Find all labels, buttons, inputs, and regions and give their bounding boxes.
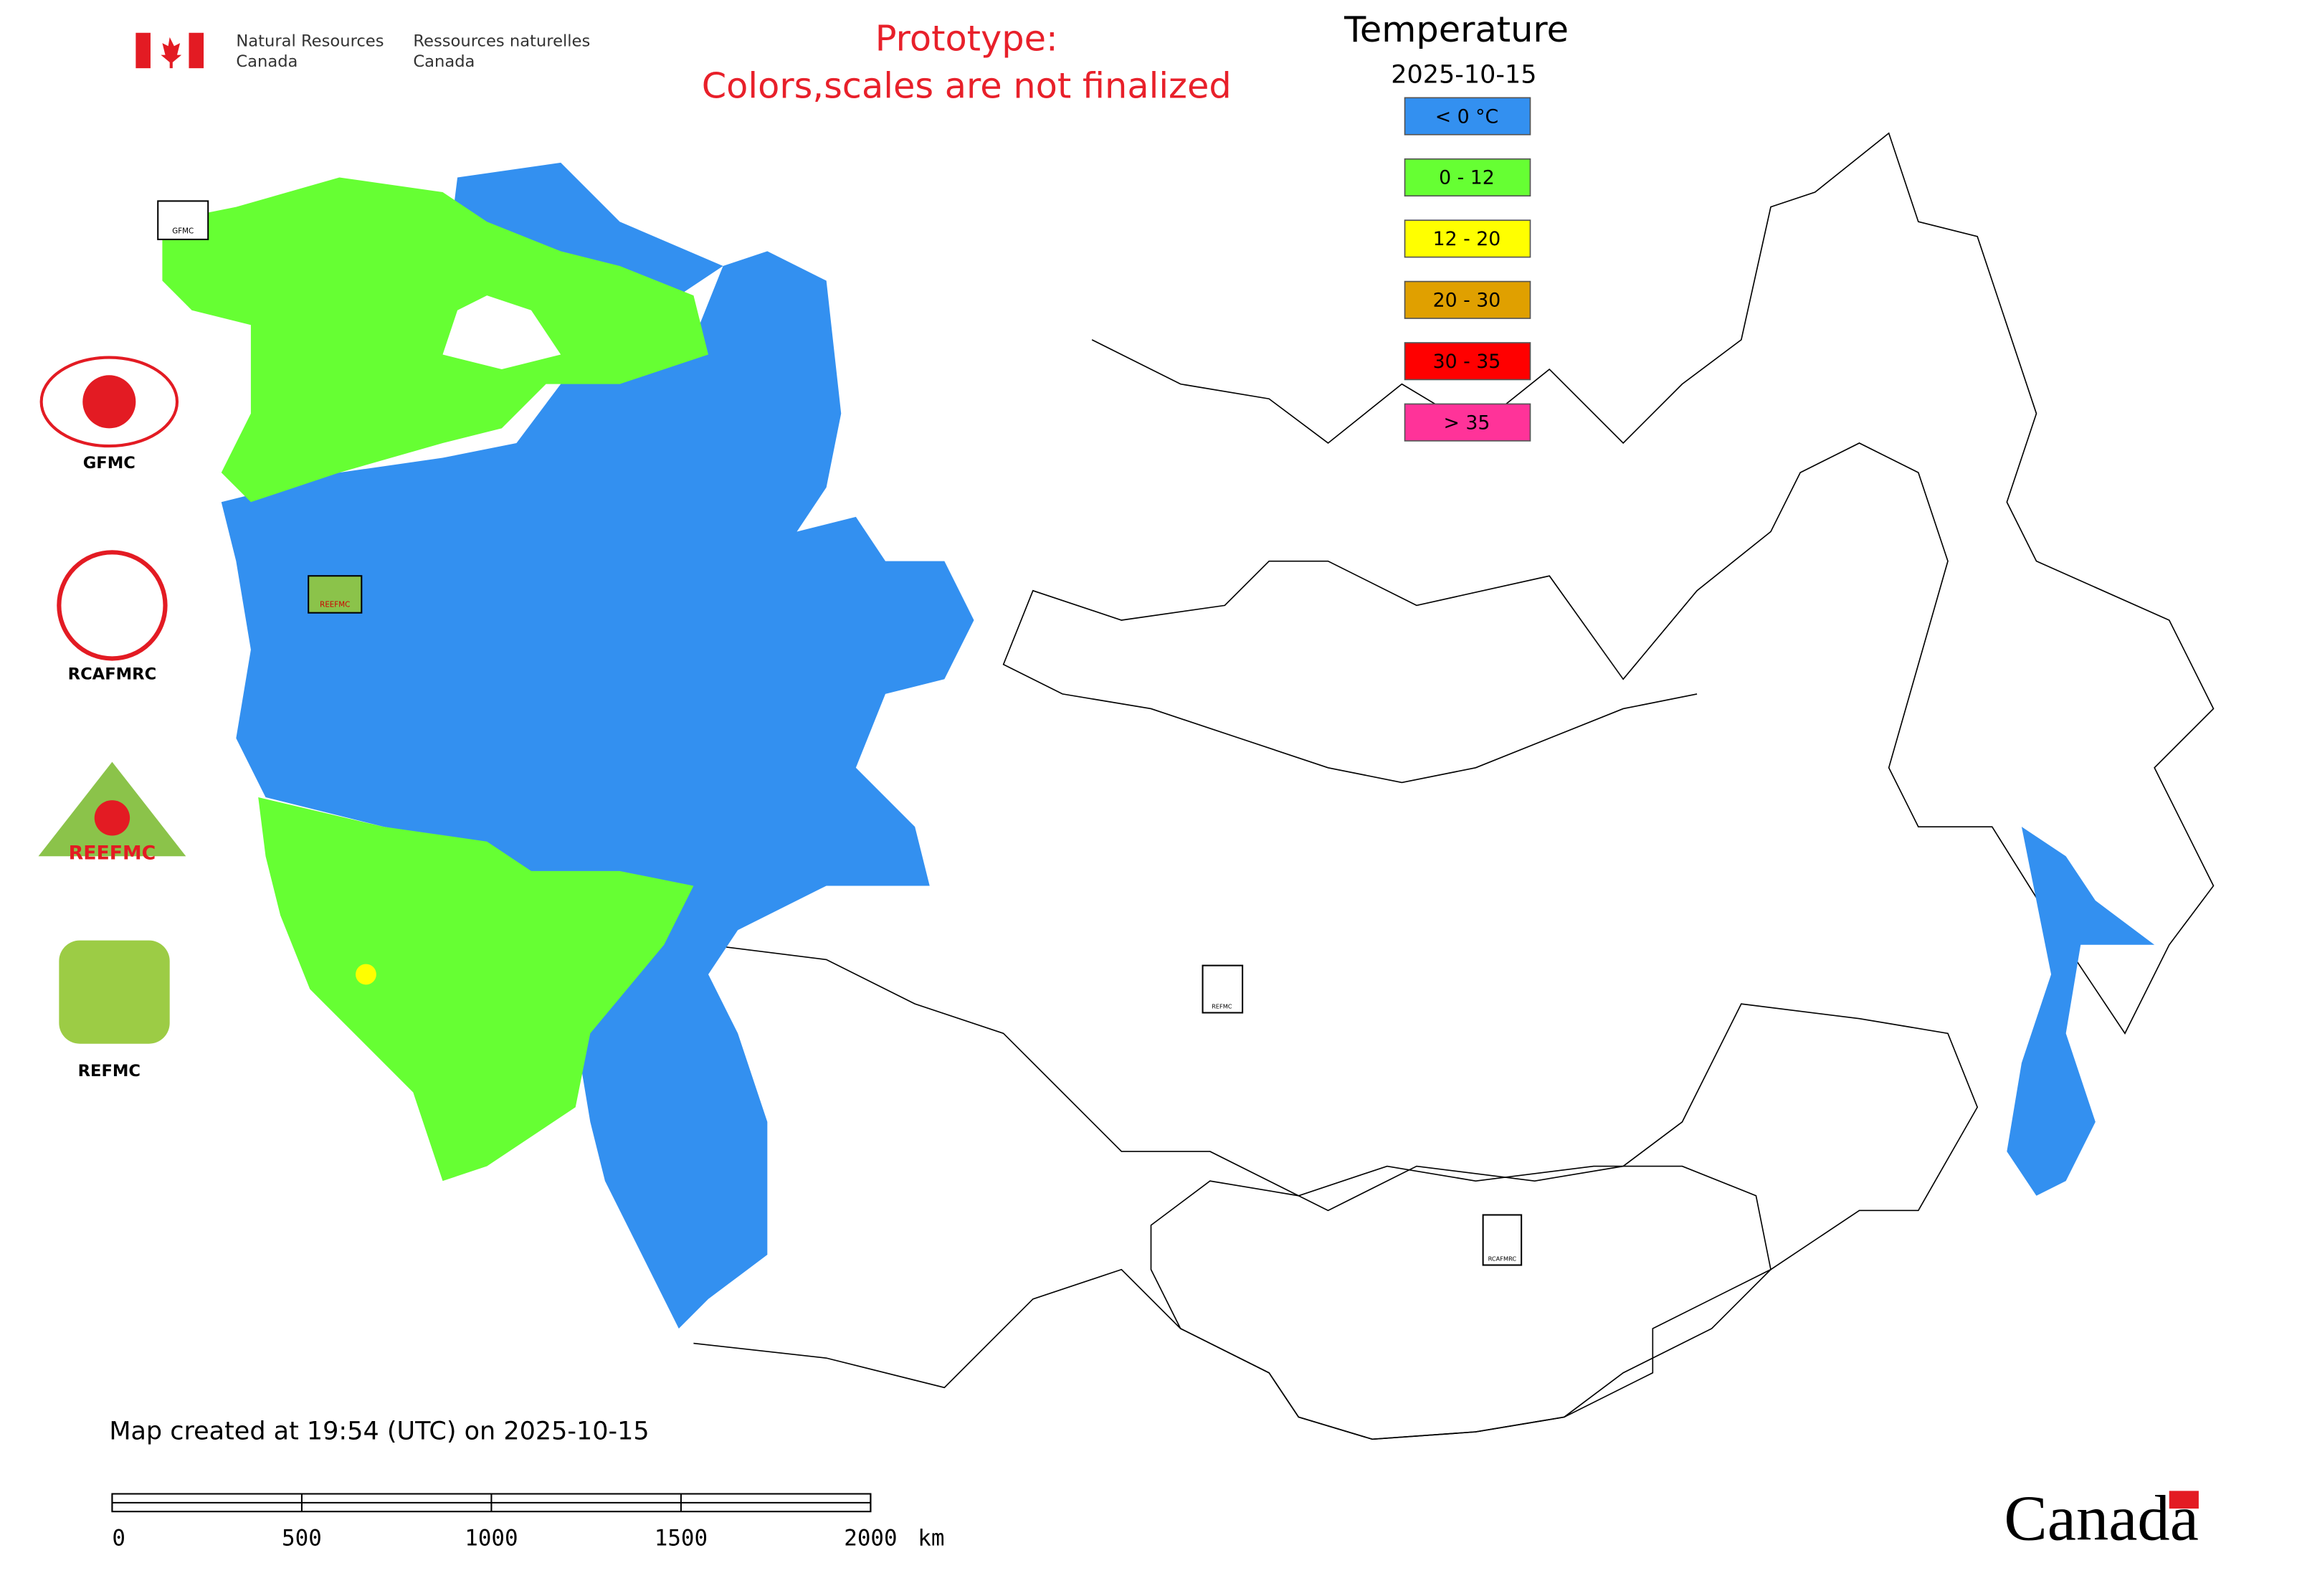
logo-label: REEFMC	[69, 842, 156, 864]
gfmc-logo	[82, 375, 136, 429]
map	[693, 132, 2215, 1440]
maple-leaf	[161, 37, 182, 69]
logo-marker-label: GFMC	[172, 227, 194, 236]
warm-spot	[356, 964, 376, 985]
logo-label: RCAFMRC	[68, 665, 157, 683]
logo-marker	[1482, 1214, 1523, 1266]
refmc-logo	[59, 940, 170, 1044]
department-en: Natural Resources	[236, 32, 384, 50]
cold-region	[2007, 827, 2155, 1196]
mild-region	[258, 797, 694, 1182]
reefmc-logo	[94, 800, 130, 836]
mongolia-border	[1150, 1165, 1771, 1440]
scale-tick-label: 0	[112, 1526, 125, 1552]
legend-title: Temperature	[1343, 9, 1569, 50]
cold-region	[221, 251, 974, 1329]
scale-bar: 0 500 1000 1500 2000 km	[111, 1493, 944, 1552]
department-en: Canada	[236, 52, 298, 71]
department-fr: Canada	[413, 52, 475, 71]
legend-swatch	[1404, 403, 1531, 442]
logo-marker	[1202, 964, 1244, 1014]
legend-swatch	[1404, 342, 1531, 381]
legend-label: 12 - 20	[1433, 228, 1501, 250]
legend-swatch	[1404, 97, 1531, 136]
rcafmrc-logo	[57, 550, 168, 661]
legend-label: 20 - 30	[1433, 290, 1501, 312]
flag-bar	[189, 32, 204, 69]
logo-marker-label: REFMC	[1212, 1002, 1232, 1010]
scale-tick-label: 2000	[844, 1526, 897, 1552]
legend: < 0 °C 0 - 12 12 - 20 20 - 30 30 - 35 > 35	[1404, 97, 1531, 442]
legend-swatch	[1404, 280, 1531, 319]
mild-region	[162, 177, 708, 503]
legend-label: 30 - 35	[1433, 351, 1501, 373]
legend-label: < 0 °C	[1435, 105, 1499, 128]
canada-wordmark: Canada	[2004, 1481, 2199, 1554]
logo-marker-label: RCAFMRC	[1488, 1255, 1517, 1262]
logo-marker	[308, 575, 363, 614]
legend-swatch	[1404, 158, 1531, 197]
flag-bar	[135, 32, 151, 69]
wordmark-flag	[2169, 1491, 2199, 1509]
legend-date: 2025-10-15	[1391, 61, 1536, 90]
nrcan-signature: Natural Resources Canada Ressources natu…	[135, 32, 590, 71]
logo-label: GFMC	[83, 454, 135, 472]
logo-marker	[157, 200, 209, 240]
scale-unit: km	[918, 1526, 944, 1552]
legend-label: > 35	[1443, 412, 1490, 434]
scale-tick-label: 500	[282, 1526, 322, 1552]
prototype-notice: Prototype:	[875, 17, 1058, 59]
logo-label: REFMC	[78, 1062, 141, 1080]
map-logos: GFMC REEFMC REFMC RCAFMRC	[157, 200, 1523, 1266]
legend-label: 0 - 12	[1439, 167, 1495, 189]
side-logos: GFMC RCAFMRC REEFMC REFMC	[38, 356, 186, 1080]
temperature-field	[162, 162, 2155, 1329]
legend-swatch	[1404, 219, 1531, 258]
department-fr: Ressources naturelles	[413, 32, 590, 50]
prototype-notice: Colors,scales are not finalized	[702, 65, 1232, 106]
coastline	[1002, 132, 2215, 1035]
created-note: Map created at 19:54 (UTC) on 2025-10-15	[109, 1417, 649, 1445]
logo-marker-label: REEFMC	[320, 600, 350, 609]
sea	[442, 295, 561, 370]
scale-tick-label: 1000	[465, 1526, 518, 1552]
scale-tick-label: 1500	[655, 1526, 708, 1552]
